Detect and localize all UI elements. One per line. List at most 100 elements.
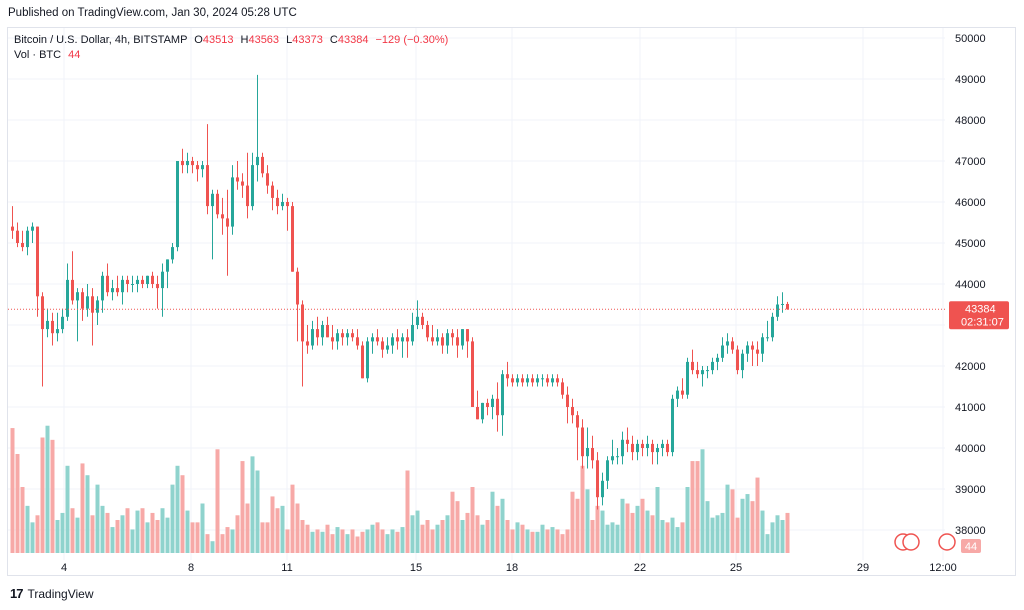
candle-body xyxy=(276,197,279,207)
volume-bar xyxy=(115,520,120,553)
candle-body xyxy=(756,349,759,354)
volume-bar xyxy=(510,529,515,553)
volume-bar xyxy=(490,491,495,553)
volume-bar xyxy=(375,522,380,553)
volume-bar xyxy=(450,491,455,553)
candle-body xyxy=(741,353,744,371)
event-icons[interactable] xyxy=(894,533,956,551)
candle-body xyxy=(236,177,239,182)
volume-badge-label: 44 xyxy=(965,541,977,553)
candle-body xyxy=(291,206,294,272)
volume-bar xyxy=(540,524,545,553)
volume-bar xyxy=(230,529,235,553)
tradingview-logo-icon[interactable]: 17 xyxy=(10,586,24,601)
volume-bar xyxy=(360,531,365,553)
volume-bar xyxy=(405,470,410,553)
candle-body xyxy=(226,218,229,227)
candle-body xyxy=(11,226,14,231)
countdown-label: 02:31:07 xyxy=(961,316,1004,328)
volume-bar xyxy=(75,517,80,553)
us-flag-event-icon[interactable] xyxy=(938,533,956,551)
candle-body xyxy=(436,337,439,342)
volume-bar xyxy=(195,522,200,553)
volume-bar xyxy=(255,470,260,553)
candle-body xyxy=(366,341,369,379)
volume-bar xyxy=(610,522,615,553)
candle-body xyxy=(711,361,714,371)
volume-bar xyxy=(570,491,575,553)
volume-bar xyxy=(215,449,220,553)
volume-bar xyxy=(435,524,440,553)
volume-bar xyxy=(270,496,275,553)
volume-bar xyxy=(70,508,75,553)
volume-bar xyxy=(190,522,195,553)
volume-bar xyxy=(340,529,345,553)
candle-body xyxy=(511,378,514,383)
candle-body xyxy=(561,382,564,395)
volume-bar xyxy=(150,512,155,553)
candle-body xyxy=(681,390,684,395)
time-axis[interactable]: 4 8 11 15 18 22 25 29 12:00 xyxy=(61,562,957,574)
volume-bar xyxy=(495,505,500,553)
volume-bar xyxy=(410,515,415,553)
volume-bar xyxy=(315,529,320,553)
volume-label[interactable]: Vol · BTC xyxy=(14,49,62,61)
candle-body xyxy=(171,247,174,260)
volume-bar xyxy=(125,508,130,553)
candle-body xyxy=(676,390,679,399)
candle-body xyxy=(786,303,789,310)
candle-body xyxy=(671,398,674,453)
price-tick-label: 39000 xyxy=(955,484,986,496)
candle-body xyxy=(256,156,259,166)
volume-bar xyxy=(395,531,400,553)
candle-body xyxy=(386,345,389,350)
candle-body xyxy=(371,337,374,342)
candle-body xyxy=(326,325,329,338)
price-axis[interactable]: 5000049000480004700046000450004400043000… xyxy=(955,33,986,537)
candle-body xyxy=(81,292,84,309)
volume-bar xyxy=(130,529,135,553)
volume-bar xyxy=(20,487,25,553)
chart-frame[interactable] xyxy=(7,27,1016,576)
time-tick-label: 22 xyxy=(634,562,646,574)
candle-body xyxy=(566,394,569,407)
volume-bar xyxy=(305,524,310,553)
candle-body xyxy=(631,443,634,453)
volume-bar xyxy=(485,520,490,553)
candle-body xyxy=(16,230,19,243)
volume-bar xyxy=(585,489,590,553)
candle-body xyxy=(456,337,459,346)
candle-body xyxy=(306,341,309,346)
volume-bar xyxy=(275,508,280,553)
volume-bar xyxy=(615,524,620,553)
candle-body xyxy=(36,226,39,297)
candle-body xyxy=(301,304,304,342)
candle-body xyxy=(321,325,324,338)
volume-bar xyxy=(620,498,625,553)
volume-bar xyxy=(345,534,350,553)
candle-body xyxy=(581,427,584,457)
candle-body xyxy=(341,333,344,338)
volume-bar xyxy=(430,529,435,553)
volume-bar xyxy=(690,461,695,553)
candle-body xyxy=(246,185,249,207)
volume-bar xyxy=(635,505,640,553)
candle-body xyxy=(121,279,124,293)
footer-brand[interactable]: TradingView xyxy=(27,586,94,601)
candle-body xyxy=(491,398,494,407)
candle-body xyxy=(216,193,219,215)
candle-body xyxy=(61,316,64,330)
volume-bar xyxy=(80,463,85,553)
symbol-label[interactable]: Bitcoin / U.S. Dollar, 4h, BITSTAMP xyxy=(14,34,188,46)
candle-body xyxy=(46,320,49,330)
volume-bar xyxy=(730,489,735,553)
candle-body xyxy=(486,402,489,407)
volume-bar xyxy=(350,529,355,553)
us-flag-event-icon[interactable] xyxy=(902,533,920,551)
candle-body xyxy=(316,329,319,338)
candle-body xyxy=(656,448,659,453)
high-value: 43563 xyxy=(248,34,280,46)
candle-body xyxy=(156,284,159,289)
candle-body xyxy=(346,333,349,338)
